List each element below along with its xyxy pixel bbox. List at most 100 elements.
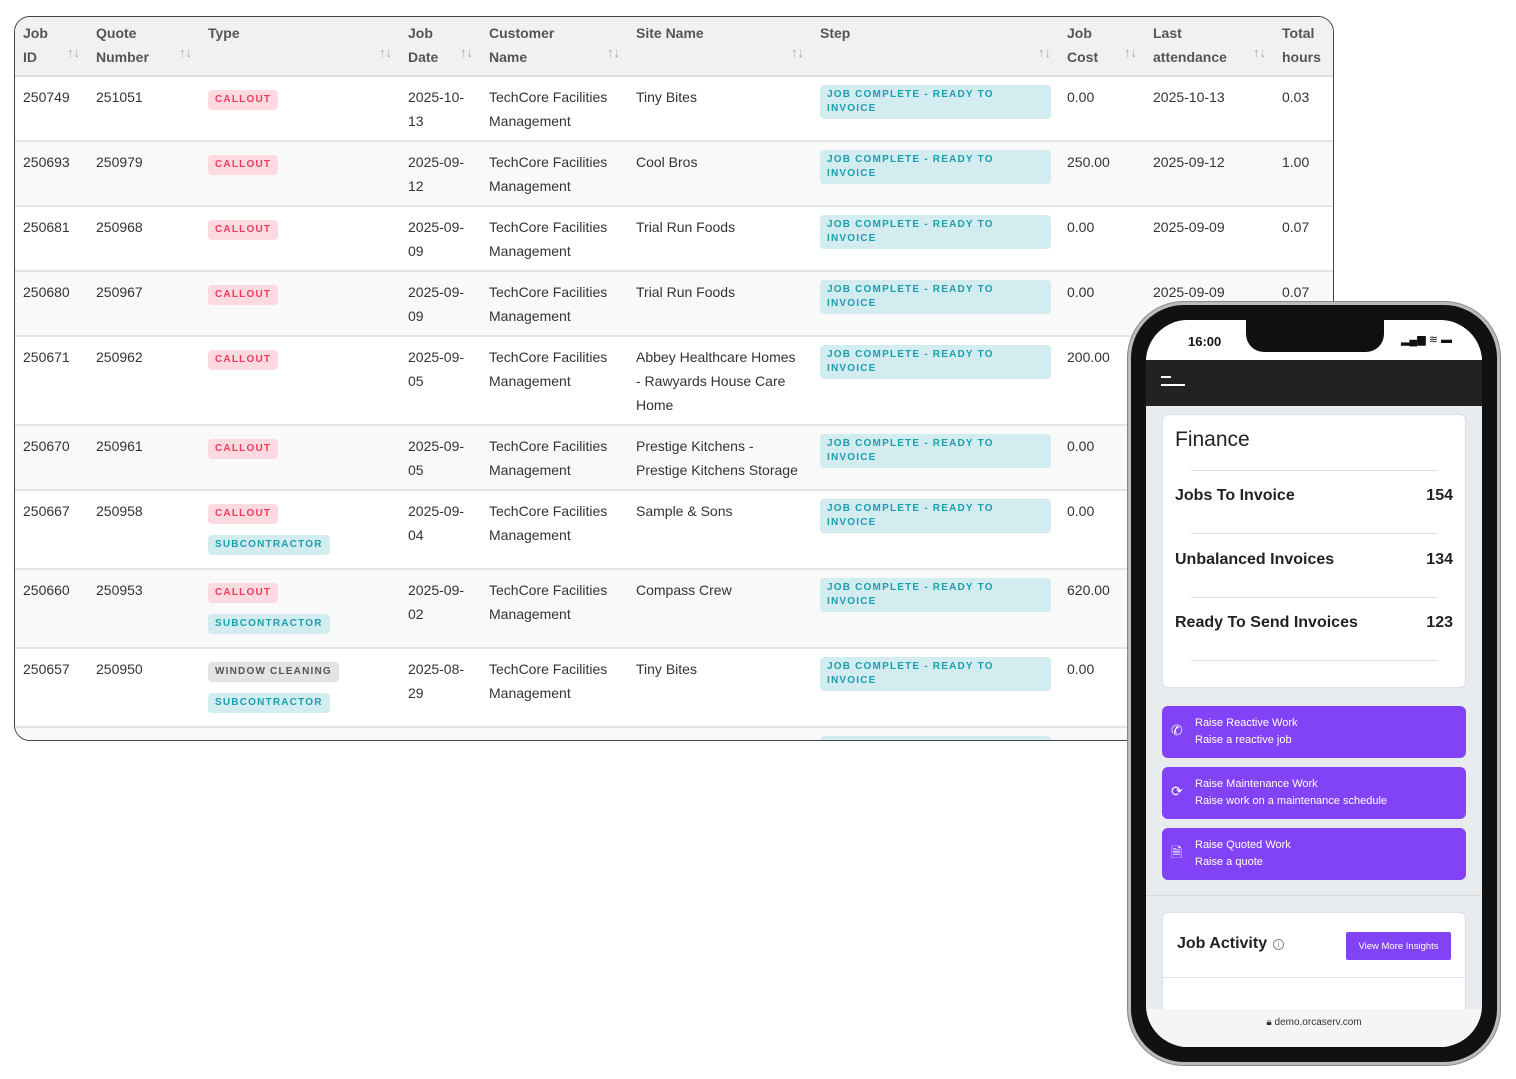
sort-icon[interactable]: ↑↓ [607, 45, 620, 60]
type-cell: CALLOUT [200, 425, 400, 491]
table-row[interactable]: 250681 250968 CALLOUT 2025-09-09 TechCor… [15, 206, 1333, 272]
site-name: Tiny Bites [628, 727, 812, 740]
column-header[interactable]: Last attendance ↑↓ [1145, 17, 1274, 77]
customer-name: TechCore Facilities Management [481, 569, 628, 649]
table-row[interactable]: 250667 250958 CALLOUT SUBCONTRACTOR 2025-… [15, 490, 1333, 570]
column-header[interactable]: Site Name ↑↓ [628, 17, 812, 77]
site-name: Cool Bros [628, 141, 812, 207]
quote-number: 251051 [88, 76, 200, 142]
menu-icon[interactable] [1161, 374, 1187, 388]
signal-wifi-battery-icon: ▂▄▆ ≋ ▬ [1400, 334, 1452, 346]
finance-item-jobs-to-invoice[interactable]: Jobs To Invoice 154 [1175, 487, 1453, 504]
type-badge: CALLOUT [208, 504, 279, 524]
view-more-insights-button[interactable]: View More Insights [1346, 932, 1451, 960]
column-header[interactable]: Type ↑↓ [200, 17, 400, 77]
site-name: Compass Crew [628, 569, 812, 649]
quote-number: 250979 [88, 141, 200, 207]
finance-title: Finance [1175, 428, 1250, 451]
table-row[interactable]: 250693 250979 CALLOUT 2025-09-12 TechCor… [15, 141, 1333, 207]
site-name: Tiny Bites [628, 76, 812, 142]
quote-number: 250961 [88, 425, 200, 491]
step-badge: JOB COMPLETE - READY TO INVOICE [820, 657, 1051, 691]
step-badge: JOB COMPLETE - READY TO INVOICE [820, 85, 1051, 119]
job-date: 2025-09-05 [400, 336, 481, 426]
sort-icon[interactable]: ↑↓ [460, 45, 473, 60]
quote-number: 250962 [88, 336, 200, 426]
type-badge: CALLOUT [208, 155, 279, 175]
type-cell: CALLOUT [200, 271, 400, 337]
site-name: Trial Run Foods [628, 206, 812, 272]
step-badge: JOB COMPLETE - READY TO INVOICE [820, 150, 1051, 184]
job-id[interactable]: 250671 [15, 336, 88, 426]
job-cost: 0.00 [1059, 206, 1145, 272]
sort-icon[interactable]: ↑↓ [379, 45, 392, 60]
customer-name: TechCore Facilities Management [481, 141, 628, 207]
total-hours: 0.03 [1274, 76, 1333, 142]
job-cost: 0.00 [1059, 727, 1145, 740]
finance-item-unbalanced-invoices[interactable]: Unbalanced Invoices 134 [1175, 551, 1453, 568]
job-id[interactable]: 250693 [15, 141, 88, 207]
type-badge: CALLOUT [208, 439, 279, 459]
job-date: 2025-09-12 [400, 141, 481, 207]
notch [1246, 320, 1384, 352]
customer-name: TechCore Facilities Management [481, 490, 628, 570]
job-date: 2025-09-09 [400, 206, 481, 272]
raise-quoted-work-button[interactable]: 🗎 Raise Quoted Work Raise a quote [1162, 828, 1466, 880]
sort-icon[interactable]: ↑↓ [1038, 45, 1051, 60]
column-header[interactable]: Job ID ↑↓ [15, 17, 88, 77]
job-id[interactable]: 250657 [15, 648, 88, 728]
step-badge: JOB COMPLETE - READY TO INVOICE [820, 499, 1051, 533]
column-header[interactable]: Customer Name ↑↓ [481, 17, 628, 77]
type-badge: SUBCONTRACTOR [208, 693, 330, 713]
job-cost: 0.00 [1059, 271, 1145, 337]
step-cell: JOB COMPLETE - READY TO INVOICE [812, 490, 1059, 570]
table-row[interactable]: 250749 251051 CALLOUT 2025-10-13 TechCor… [15, 76, 1333, 142]
column-header[interactable]: Job Date ↑↓ [400, 17, 481, 77]
step-cell: JOB COMPLETE - READY TO INVOICE [812, 425, 1059, 491]
finance-item-ready-to-send[interactable]: Ready To Send Invoices 123 [1175, 614, 1453, 631]
job-id[interactable]: 250656 [15, 727, 88, 740]
customer-name: TechCore Facilities Management [481, 76, 628, 142]
job-cost: 0.00 [1059, 76, 1145, 142]
step-cell: JOB COMPLETE - READY TO INVOICE [812, 569, 1059, 649]
step-cell: JOB COMPLETE - READY TO INVOICE [812, 206, 1059, 272]
step-badge: JOB COMPLETE - READY TO INVOICE [820, 736, 1051, 740]
last-attendance: 2025-09-09 [1145, 206, 1274, 272]
job-activity-title: Job Activity [1177, 935, 1268, 952]
sort-icon[interactable]: ↑↓ [1253, 45, 1266, 60]
sort-icon[interactable]: ↑↓ [67, 45, 80, 60]
sort-icon[interactable]: ↑↓ [179, 45, 192, 60]
column-header[interactable]: Job Cost ↑↓ [1059, 17, 1145, 77]
type-cell: WINDOW CLEANING SUBCONTRACTOR [200, 648, 400, 728]
browser-url-bar[interactable]: 🔒︎ demo.orcaserv.com [1146, 1009, 1482, 1047]
table-row[interactable]: 250671 250962 CALLOUT 2025-09-05 TechCor… [15, 336, 1333, 426]
column-header[interactable]: Quote Number ↑↓ [88, 17, 200, 77]
sort-icon[interactable]: ↑↓ [1124, 45, 1137, 60]
site-name: Abbey Healthcare Homes - Rawyards House … [628, 336, 812, 426]
type-badge: SUBCONTRACTOR [208, 535, 330, 555]
quote-number: 250953 [88, 569, 200, 649]
job-id[interactable]: 250681 [15, 206, 88, 272]
type-cell: CALLOUT SUBCONTRACTOR [200, 490, 400, 570]
column-header[interactable]: Total hours [1274, 17, 1333, 77]
job-id[interactable]: 250670 [15, 425, 88, 491]
job-id[interactable]: 250667 [15, 490, 88, 570]
customer-name: TechCore Facilities Management [481, 206, 628, 272]
app-bar [1146, 360, 1482, 406]
lock-icon: 🔒︎ [1266, 1017, 1272, 1028]
sort-icon[interactable]: ↑↓ [791, 45, 804, 60]
quote-number: 250950 [88, 648, 200, 728]
job-id[interactable]: 250749 [15, 76, 88, 142]
table-row[interactable]: 250656 250950 WINDOW CLEANING 2025-08-29… [15, 727, 1333, 740]
jobs-table: Job ID ↑↓ Quote Number ↑↓ Type ↑↓ Job Date ↑↓ Custo… [15, 17, 1333, 740]
raise-maintenance-work-button[interactable]: ⟳ Raise Maintenance Work Raise work on a m… [1162, 767, 1466, 819]
column-header[interactable]: Step ↑↓ [812, 17, 1059, 77]
customer-name: TechCore Facilities Management [481, 425, 628, 491]
raise-reactive-work-button[interactable]: ✆ Raise Reactive Work Raise a reactive job [1162, 706, 1466, 758]
job-id[interactable]: 250660 [15, 569, 88, 649]
table-row[interactable]: 250680 250967 CALLOUT 2025-09-09 TechCor… [15, 271, 1333, 337]
info-icon[interactable]: i [1273, 939, 1284, 950]
job-id[interactable]: 250680 [15, 271, 88, 337]
step-badge: JOB COMPLETE - READY TO INVOICE [820, 434, 1051, 468]
site-name: Sample & Sons [628, 490, 812, 570]
